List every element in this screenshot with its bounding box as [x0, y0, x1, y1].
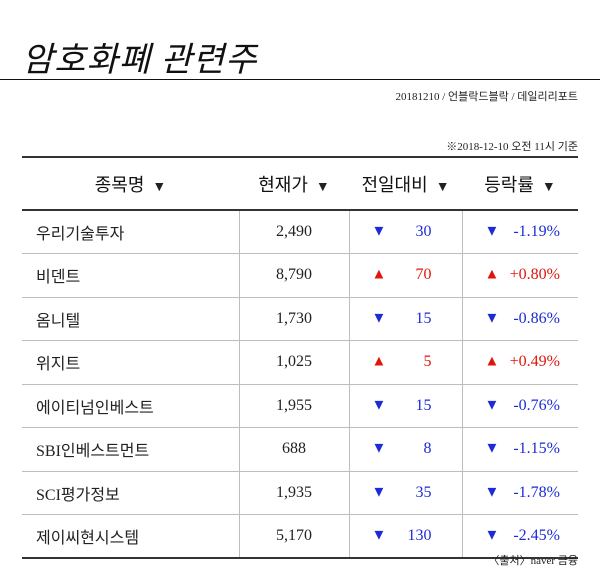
source-note: 〈출처〉naver 금융 — [488, 555, 578, 567]
column-header-price[interactable]: 현재가 ▼ — [239, 156, 349, 211]
current-price: 2,490 — [238, 210, 349, 254]
arrow-down-icon: ▼ — [484, 310, 500, 327]
arrow-down-icon: ▼ — [371, 223, 387, 240]
sort-down-icon[interactable]: ▼ — [152, 179, 167, 195]
table-row: 옴니텔 1,730 ▼ 15 ▼ -0.86% — [22, 297, 578, 341]
stock-name: 위지트 — [22, 340, 239, 385]
table-row: 에이티넘인베스트 1,955 ▼ 15 ▼ -0.76% — [22, 384, 578, 428]
arrow-down-icon: ▼ — [371, 310, 387, 327]
stock-table: 종목명 ▼ 현재가 ▼ 전일대비 ▼ 등락률 ▼ 우리기술투자 2,490 ▼ 30 ▼ -1.1… — [22, 156, 578, 559]
table-row: 제이씨현시스템 5,170 ▼ 130 ▼ -2.45% — [22, 514, 578, 559]
current-price: 688 — [238, 427, 349, 472]
basis-note: ※2018-12-10 오전 11시 기준 — [446, 141, 578, 153]
arrow-down-icon: ▼ — [371, 440, 387, 457]
arrow-down-icon: ▼ — [371, 484, 387, 501]
stock-name: SBI인베스트먼트 — [22, 427, 239, 472]
stock-name: 옴니텔 — [22, 297, 239, 341]
report-meta: 20181210 / 언블락드블락 / 데일리리포트 — [395, 91, 578, 103]
price-change: 30 — [415, 223, 432, 240]
change-rate: -1.19% — [513, 223, 560, 240]
page-title: 암호화폐 관련주 — [22, 42, 258, 79]
stock-name: 제이씨현시스템 — [22, 514, 239, 559]
arrow-up-icon: ▲ — [371, 266, 387, 283]
sort-down-icon[interactable]: ▼ — [315, 179, 330, 195]
current-price: 1,955 — [238, 384, 349, 428]
stock-name: 에이티넘인베스트 — [22, 384, 239, 428]
current-price: 1,730 — [238, 297, 349, 341]
arrow-down-icon: ▼ — [371, 527, 387, 544]
price-change: 8 — [423, 440, 432, 458]
table-row: 우리기술투자 2,490 ▼ 30 ▼ -1.19% — [22, 210, 578, 254]
stock-name: 비덴트 — [22, 253, 239, 298]
price-change: 35 — [415, 483, 432, 501]
price-change: 15 — [415, 309, 432, 327]
column-header-change[interactable]: 전일대비 ▼ — [349, 156, 462, 211]
arrow-up-icon: ▲ — [371, 353, 387, 370]
price-change: 70 — [415, 266, 432, 284]
stock-name: 우리기술투자 — [22, 210, 239, 254]
change-rate: -2.45% — [513, 527, 560, 544]
change-rate: -1.78% — [513, 483, 560, 501]
arrow-down-icon: ▼ — [484, 440, 500, 457]
current-price: 5,170 — [238, 514, 349, 559]
title-divider — [0, 79, 600, 80]
arrow-down-icon: ▼ — [371, 397, 387, 414]
change-rate: +0.80% — [509, 266, 560, 284]
current-price: 1,025 — [238, 340, 349, 385]
arrow-down-icon: ▼ — [484, 484, 500, 501]
current-price: 8,790 — [238, 253, 349, 298]
sort-down-icon[interactable]: ▼ — [435, 179, 450, 195]
change-rate: -0.76% — [513, 396, 560, 414]
price-change: 5 — [423, 353, 432, 371]
arrow-up-icon: ▲ — [484, 353, 500, 370]
sort-down-icon[interactable]: ▼ — [541, 179, 556, 195]
table-row: SBI인베스트먼트 688 ▼ 8 ▼ -1.15% — [22, 427, 578, 472]
price-change: 15 — [415, 396, 432, 414]
stock-name: SCI평가정보 — [22, 471, 239, 515]
table-row: 위지트 1,025 ▲ 5 ▲ +0.49% — [22, 340, 578, 385]
table-row: 비덴트 8,790 ▲ 70 ▲ +0.80% — [22, 253, 578, 298]
table-header-row: 종목명 ▼ 현재가 ▼ 전일대비 ▼ 등락률 ▼ — [22, 156, 578, 211]
change-rate: -1.15% — [513, 440, 560, 458]
change-rate: -0.86% — [513, 309, 560, 327]
column-header-rate[interactable]: 등락률 ▼ — [462, 156, 578, 211]
column-header-name[interactable]: 종목명 ▼ — [22, 156, 239, 211]
table-row: SCI평가정보 1,935 ▼ 35 ▼ -1.78% — [22, 471, 578, 515]
arrow-down-icon: ▼ — [484, 527, 500, 544]
change-rate: +0.49% — [509, 353, 560, 371]
arrow-down-icon: ▼ — [484, 397, 500, 414]
current-price: 1,935 — [238, 471, 349, 515]
arrow-up-icon: ▲ — [484, 266, 500, 283]
price-change: 130 — [407, 527, 432, 544]
arrow-down-icon: ▼ — [484, 223, 500, 240]
